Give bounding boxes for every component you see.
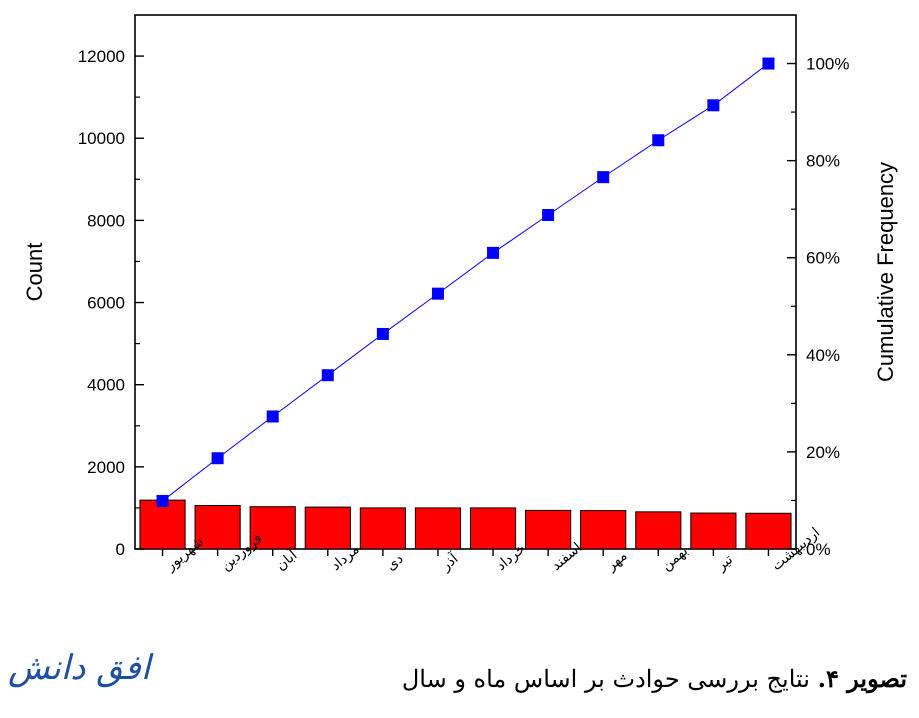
category-label-11: تیر — [713, 552, 736, 575]
bar-10 — [635, 511, 682, 550]
cumulative-point-11 — [707, 99, 720, 112]
bar-4 — [304, 506, 351, 550]
category-label-9: مهر — [603, 548, 631, 575]
cumulative-polyline — [162, 63, 769, 502]
category-label-6: آذر — [437, 549, 462, 574]
bar-9 — [580, 510, 627, 550]
right-axis: 0% 20% 40% 60% 80% 100% — [787, 55, 849, 559]
bar-11 — [690, 512, 737, 550]
bar-8 — [525, 509, 572, 550]
cumulative-point-6 — [431, 287, 444, 300]
bars — [139, 499, 792, 550]
bar-5 — [359, 507, 406, 550]
left-tick-label-3: 4000 — [87, 376, 125, 395]
left-tick-label-6: 10000 — [78, 129, 125, 148]
left-tick-label-7: 12000 — [78, 47, 125, 66]
cumulative-point-8 — [542, 209, 555, 222]
plot-frame — [134, 14, 797, 550]
left-axis: 0 2000 4000 6000 8000 10000 12000 — [78, 47, 144, 559]
y-axis-title: Count — [22, 243, 47, 302]
bar-1 — [139, 499, 186, 550]
cumulative-point-2 — [211, 452, 224, 465]
cumulative-point-7 — [487, 246, 500, 259]
right-tick-label-2: 20% — [806, 443, 840, 462]
cumulative-point-4 — [321, 369, 334, 382]
pareto-chart: 0 2000 4000 6000 8000 10000 12000 0% 20% 40% 60% 8… — [22, 14, 898, 575]
bar-2 — [194, 504, 241, 550]
right-tick-label-4: 60% — [806, 249, 840, 268]
secondary-y-axis-title: Cumulative Frequency — [873, 162, 898, 382]
bar-6 — [414, 507, 462, 550]
category-label-5: دی — [383, 551, 406, 574]
cumulative-point-12 — [762, 57, 775, 70]
bar-7 — [469, 507, 517, 550]
cumulative-line — [156, 57, 775, 507]
caption-label: تصویر ۴. — [817, 664, 907, 693]
cumulative-point-5 — [376, 327, 389, 340]
cumulative-point-1 — [156, 494, 169, 507]
bar-12 — [745, 512, 792, 550]
plot-border — [134, 14, 797, 550]
bar-3 — [249, 506, 296, 550]
left-tick-label-2: 2000 — [87, 458, 125, 477]
left-tick-label-5: 8000 — [87, 211, 125, 230]
cumulative-point-10 — [652, 134, 665, 147]
right-tick-label-6: 100% — [806, 55, 849, 74]
left-tick-label-4: 6000 — [87, 294, 125, 313]
logo-text: افق دانش — [8, 648, 151, 688]
figure-caption: تصویر ۴. نتایج بررسی حوادث بر اساس ماه و… — [402, 664, 907, 693]
cumulative-point-3 — [266, 410, 279, 423]
cumulative-point-9 — [597, 171, 610, 184]
category-label-3: آبان — [272, 546, 301, 574]
right-tick-label-3: 40% — [806, 346, 840, 365]
right-tick-label-5: 80% — [806, 152, 840, 171]
caption-text: نتایج بررسی حوادث بر اساس ماه و سال — [401, 665, 818, 693]
right-tick-label-1: 0% — [806, 540, 831, 559]
left-tick-label-1: 0 — [116, 540, 125, 559]
